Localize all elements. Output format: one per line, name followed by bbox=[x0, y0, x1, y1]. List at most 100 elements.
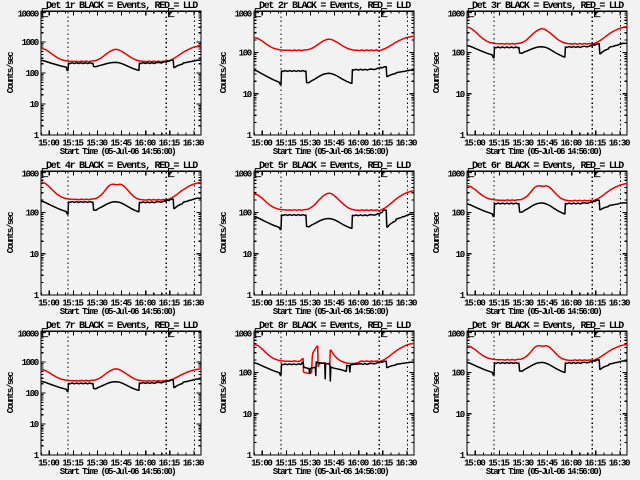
svg-text:100: 100 bbox=[452, 209, 465, 219]
svg-text:Counts/sec: Counts/sec bbox=[432, 372, 442, 414]
svg-text:15:15: 15:15 bbox=[488, 139, 509, 149]
svg-text:15:15: 15:15 bbox=[275, 299, 296, 309]
svg-text:15:30: 15:30 bbox=[86, 459, 107, 469]
svg-text:15:00: 15:00 bbox=[251, 139, 272, 149]
svg-text:1000: 1000 bbox=[448, 330, 465, 340]
svg-text:15:15: 15:15 bbox=[275, 459, 296, 469]
svg-text:10: 10 bbox=[456, 90, 465, 100]
svg-text:Det 4r BLACK = Events, RED = L: Det 4r BLACK = Events, RED = LLD bbox=[46, 161, 198, 172]
svg-text:16:00: 16:00 bbox=[348, 299, 369, 309]
svg-text:Counts/sec: Counts/sec bbox=[219, 52, 229, 94]
svg-text:16:15: 16:15 bbox=[585, 139, 606, 149]
svg-text:16:30: 16:30 bbox=[609, 459, 630, 469]
svg-text:100: 100 bbox=[239, 49, 252, 59]
svg-text:100: 100 bbox=[239, 209, 252, 219]
svg-text:100: 100 bbox=[26, 209, 39, 219]
svg-text:Det 9r BLACK = Events, RED = L: Det 9r BLACK = Events, RED = LLD bbox=[472, 321, 624, 332]
svg-text:15:15: 15:15 bbox=[62, 299, 83, 309]
svg-text:15:45: 15:45 bbox=[536, 299, 557, 309]
svg-text:Start Time (05-Jul-06 14:56:00: Start Time (05-Jul-06 14:56:00) bbox=[273, 147, 388, 157]
svg-text:10000: 10000 bbox=[18, 10, 39, 20]
svg-text:10: 10 bbox=[456, 250, 465, 260]
svg-text:15:00: 15:00 bbox=[38, 139, 59, 149]
svg-text:16:15: 16:15 bbox=[159, 139, 180, 149]
svg-text:10: 10 bbox=[243, 250, 252, 260]
svg-text:15:15: 15:15 bbox=[62, 459, 83, 469]
svg-text:16:15: 16:15 bbox=[585, 459, 606, 469]
svg-text:100: 100 bbox=[26, 69, 39, 79]
svg-text:15:45: 15:45 bbox=[110, 139, 131, 149]
svg-text:15:30: 15:30 bbox=[86, 139, 107, 149]
svg-text:Start Time (05-Jul-06 14:56:00: Start Time (05-Jul-06 14:56:00) bbox=[486, 147, 601, 157]
svg-text:Counts/sec: Counts/sec bbox=[6, 372, 16, 414]
svg-text:15:30: 15:30 bbox=[299, 299, 320, 309]
svg-text:16:30: 16:30 bbox=[183, 459, 204, 469]
svg-text:1000: 1000 bbox=[448, 10, 465, 20]
svg-text:Start Time (05-Jul-06 14:56:00: Start Time (05-Jul-06 14:56:00) bbox=[486, 307, 601, 317]
svg-text:15:00: 15:00 bbox=[464, 139, 485, 149]
svg-text:1000: 1000 bbox=[22, 38, 39, 48]
svg-text:16:00: 16:00 bbox=[561, 299, 582, 309]
svg-text:15:45: 15:45 bbox=[323, 299, 344, 309]
svg-text:15:30: 15:30 bbox=[512, 459, 533, 469]
svg-text:15:30: 15:30 bbox=[512, 139, 533, 149]
svg-text:1: 1 bbox=[247, 451, 253, 461]
svg-text:16:30: 16:30 bbox=[396, 299, 417, 309]
svg-text:15:15: 15:15 bbox=[488, 459, 509, 469]
svg-text:16:00: 16:00 bbox=[135, 459, 156, 469]
svg-text:1: 1 bbox=[460, 291, 466, 301]
svg-text:16:30: 16:30 bbox=[183, 139, 204, 149]
svg-text:Det 6r BLACK = Events, RED = L: Det 6r BLACK = Events, RED = LLD bbox=[472, 161, 624, 172]
svg-text:1000: 1000 bbox=[235, 10, 252, 20]
svg-text:10: 10 bbox=[30, 100, 39, 110]
svg-text:15:00: 15:00 bbox=[464, 299, 485, 309]
svg-text:15:00: 15:00 bbox=[38, 459, 59, 469]
svg-text:Det 5r BLACK = Events, RED = L: Det 5r BLACK = Events, RED = LLD bbox=[259, 161, 411, 172]
svg-text:15:30: 15:30 bbox=[86, 299, 107, 309]
svg-text:Start Time (05-Jul-06 14:56:00: Start Time (05-Jul-06 14:56:00) bbox=[273, 307, 388, 317]
svg-text:1: 1 bbox=[34, 131, 40, 141]
svg-text:15:00: 15:00 bbox=[251, 459, 272, 469]
svg-text:Det 8r BLACK = Events, RED = L: Det 8r BLACK = Events, RED = LLD bbox=[259, 321, 411, 332]
svg-text:1: 1 bbox=[34, 291, 40, 301]
svg-text:16:00: 16:00 bbox=[348, 459, 369, 469]
svg-text:Det 2r BLACK = Events, RED = L: Det 2r BLACK = Events, RED = LLD bbox=[259, 1, 411, 12]
svg-text:15:15: 15:15 bbox=[62, 139, 83, 149]
svg-text:Det 7r BLACK = Events, RED = L: Det 7r BLACK = Events, RED = LLD bbox=[46, 321, 198, 332]
svg-text:16:15: 16:15 bbox=[159, 459, 180, 469]
svg-text:15:45: 15:45 bbox=[323, 139, 344, 149]
svg-text:15:15: 15:15 bbox=[275, 139, 296, 149]
svg-text:10000: 10000 bbox=[18, 330, 39, 340]
svg-text:16:30: 16:30 bbox=[609, 139, 630, 149]
svg-text:10: 10 bbox=[243, 90, 252, 100]
svg-text:16:00: 16:00 bbox=[135, 299, 156, 309]
svg-text:Counts/sec: Counts/sec bbox=[6, 212, 16, 254]
svg-text:100: 100 bbox=[452, 369, 465, 379]
svg-text:16:15: 16:15 bbox=[159, 299, 180, 309]
svg-text:1: 1 bbox=[247, 291, 253, 301]
svg-text:10: 10 bbox=[243, 410, 252, 420]
svg-text:16:00: 16:00 bbox=[561, 459, 582, 469]
svg-text:16:00: 16:00 bbox=[348, 139, 369, 149]
svg-text:15:30: 15:30 bbox=[512, 299, 533, 309]
svg-text:Counts/sec: Counts/sec bbox=[432, 52, 442, 94]
svg-text:16:30: 16:30 bbox=[183, 299, 204, 309]
svg-text:16:00: 16:00 bbox=[135, 139, 156, 149]
svg-text:1000: 1000 bbox=[22, 170, 39, 180]
svg-text:15:45: 15:45 bbox=[323, 459, 344, 469]
svg-text:15:15: 15:15 bbox=[488, 299, 509, 309]
svg-text:Start Time (05-Jul-06 14:56:00: Start Time (05-Jul-06 14:56:00) bbox=[60, 147, 175, 157]
svg-text:16:15: 16:15 bbox=[372, 459, 393, 469]
svg-text:16:00: 16:00 bbox=[561, 139, 582, 149]
svg-text:15:45: 15:45 bbox=[110, 299, 131, 309]
svg-text:1000: 1000 bbox=[22, 358, 39, 368]
svg-text:Counts/sec: Counts/sec bbox=[432, 212, 442, 254]
svg-text:16:30: 16:30 bbox=[609, 299, 630, 309]
svg-text:15:30: 15:30 bbox=[299, 139, 320, 149]
svg-text:1: 1 bbox=[460, 131, 466, 141]
svg-text:Counts/sec: Counts/sec bbox=[219, 372, 229, 414]
svg-text:100: 100 bbox=[26, 389, 39, 399]
svg-text:Det 3r BLACK = Events, RED = L: Det 3r BLACK = Events, RED = LLD bbox=[472, 1, 624, 12]
svg-text:Start Time (05-Jul-06 14:56:00: Start Time (05-Jul-06 14:56:00) bbox=[486, 467, 601, 477]
svg-text:15:00: 15:00 bbox=[464, 459, 485, 469]
